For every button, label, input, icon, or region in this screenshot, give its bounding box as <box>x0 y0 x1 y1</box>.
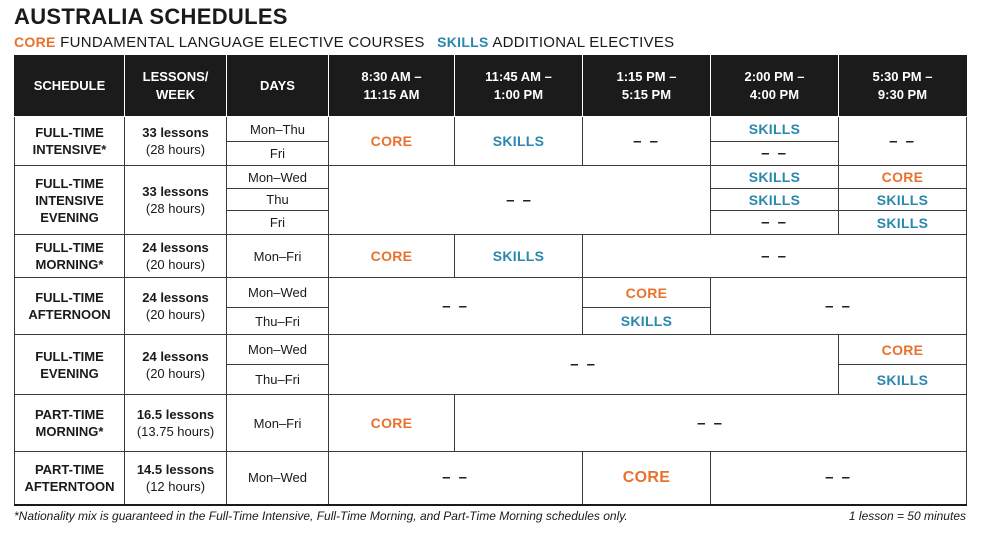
legend-skills-desc: ADDITIONAL ELECTIVES <box>488 34 675 51</box>
table-row: Fri – – <box>15 141 967 166</box>
empty-cell: – – <box>582 234 967 278</box>
empty-cell: – – <box>710 451 967 506</box>
core-cell: CORE <box>328 116 455 166</box>
day-cell: Thu <box>226 188 329 211</box>
header-schedule: SCHEDULE <box>14 55 125 117</box>
lessons-per-week: 24 lessons (20 hours) <box>124 334 227 395</box>
legend: CORE FUNDAMENTAL LANGUAGE ELECTIVE COURS… <box>14 34 674 51</box>
footnote: *Nationality mix is guaranteed in the Fu… <box>14 509 628 523</box>
day-cell: Mon–Fri <box>226 234 329 278</box>
header-time-5: 5:30 PM –9:30 PM <box>838 55 967 117</box>
schedule-name: FULL-TIME INTENSIVE* <box>14 116 125 166</box>
core-cell: CORE <box>582 277 711 308</box>
skills-cell: SKILLS <box>582 307 711 335</box>
empty-cell: – – <box>710 277 967 335</box>
legend-core-label: CORE <box>14 34 56 50</box>
empty-cell: – – <box>328 451 583 506</box>
day-cell: Thu–Fri <box>226 364 329 395</box>
day-cell: Mon–Wed <box>226 277 329 308</box>
empty-cell: – – <box>328 165 711 235</box>
header-time-1: 8:30 AM –11:15 AM <box>328 55 455 117</box>
schedule-name: PART-TIME MORNING* <box>14 394 125 452</box>
empty-cell: – – <box>838 116 967 166</box>
core-cell: CORE <box>838 165 967 189</box>
header-days: DAYS <box>226 55 329 117</box>
table-row: FULL-TIME INTENSIVE EVENING 33 lessons (28 … <box>14 165 967 235</box>
core-cell: CORE <box>328 234 455 278</box>
day-cell: Mon–Wed <box>226 334 329 365</box>
lesson-note: 1 lesson = 50 minutes <box>848 509 966 523</box>
empty-cell: – – <box>582 116 711 166</box>
core-cell: CORE <box>328 394 455 452</box>
header-time-2: 11:45 AM –1:00 PM <box>454 55 583 117</box>
skills-cell: SKILLS <box>710 165 839 189</box>
table-row: FULL-TIME MORNING* 24 lessons (20 hours) M… <box>14 234 967 278</box>
table-row: PART-TIME MORNING* 16.5 lessons (13.75 hou… <box>14 394 967 452</box>
day-cell: Fri <box>226 210 329 235</box>
skills-cell: SKILLS <box>838 364 967 395</box>
core-cell: CORE <box>838 334 967 365</box>
skills-cell: SKILLS <box>838 188 967 211</box>
page-title: AUSTRALIA SCHEDULES <box>14 4 288 29</box>
schedule-name: FULL-TIME EVENING <box>14 334 125 395</box>
skills-cell: SKILLS <box>710 188 839 211</box>
lessons-per-week: 24 lessons (20 hours) <box>124 234 227 278</box>
legend-core-desc: FUNDAMENTAL LANGUAGE ELECTIVE COURSES <box>55 34 425 51</box>
day-cell: Mon–Thu <box>226 116 329 142</box>
lessons-per-week: 14.5 lessons (12 hours) <box>124 451 227 506</box>
day-cell: Thu–Fri <box>226 307 329 335</box>
lessons-per-week: 24 lessons (20 hours) <box>124 277 227 335</box>
empty-cell: – – <box>710 210 839 235</box>
table-row: PART-TIME AFTERNTOON 14.5 lessons (12 hour… <box>14 451 967 506</box>
skills-cell: SKILLS <box>454 234 583 278</box>
schedule-name: FULL-TIME AFTERNOON <box>14 277 125 335</box>
day-cell: Mon–Wed <box>226 165 329 189</box>
schedule-name: PART-TIME AFTERNTOON <box>14 451 125 506</box>
day-cell: Fri <box>226 141 329 166</box>
table-row: FULL-TIME EVENING 24 lessons (20 hours) Mo… <box>14 334 967 395</box>
day-cell: Mon–Wed <box>226 451 329 506</box>
skills-cell: SKILLS <box>454 116 583 166</box>
table-row: Thu–Fri SKILLS <box>15 364 967 395</box>
legend-skills-label: SKILLS <box>437 34 489 50</box>
header-row: SCHEDULE LESSONS/WEEK DAYS 8:30 AM –11:1… <box>14 55 967 117</box>
schedule-name: FULL-TIME MORNING* <box>14 234 125 278</box>
empty-cell: – – <box>454 394 967 452</box>
table-row: FULL-TIME AFTERNOON 24 lessons (20 hours) … <box>14 277 967 335</box>
table-row: FULL-TIME INTENSIVE* 33 lessons (28 hours)… <box>14 116 967 166</box>
schedule-table: SCHEDULE LESSONS/WEEK DAYS 8:30 AM –11:1… <box>14 55 967 506</box>
lessons-per-week: 33 lessons (28 hours) <box>124 165 227 235</box>
day-cell: Mon–Fri <box>226 394 329 452</box>
empty-cell: – – <box>328 277 583 335</box>
empty-cell: – – <box>328 334 839 395</box>
header-lessons: LESSONS/WEEK <box>124 55 227 117</box>
core-cell: CORE <box>582 451 711 506</box>
skills-cell: SKILLS <box>838 210 967 235</box>
skills-cell: SKILLS <box>710 116 839 142</box>
lessons-per-week: 33 lessons (28 hours) <box>124 116 227 166</box>
header-time-3: 1:15 PM –5:15 PM <box>582 55 711 117</box>
empty-cell: – – <box>710 141 839 166</box>
header-time-4: 2:00 PM –4:00 PM <box>710 55 839 117</box>
schedule-name: FULL-TIME INTENSIVE EVENING <box>14 165 125 235</box>
lessons-per-week: 16.5 lessons (13.75 hours) <box>124 394 227 452</box>
